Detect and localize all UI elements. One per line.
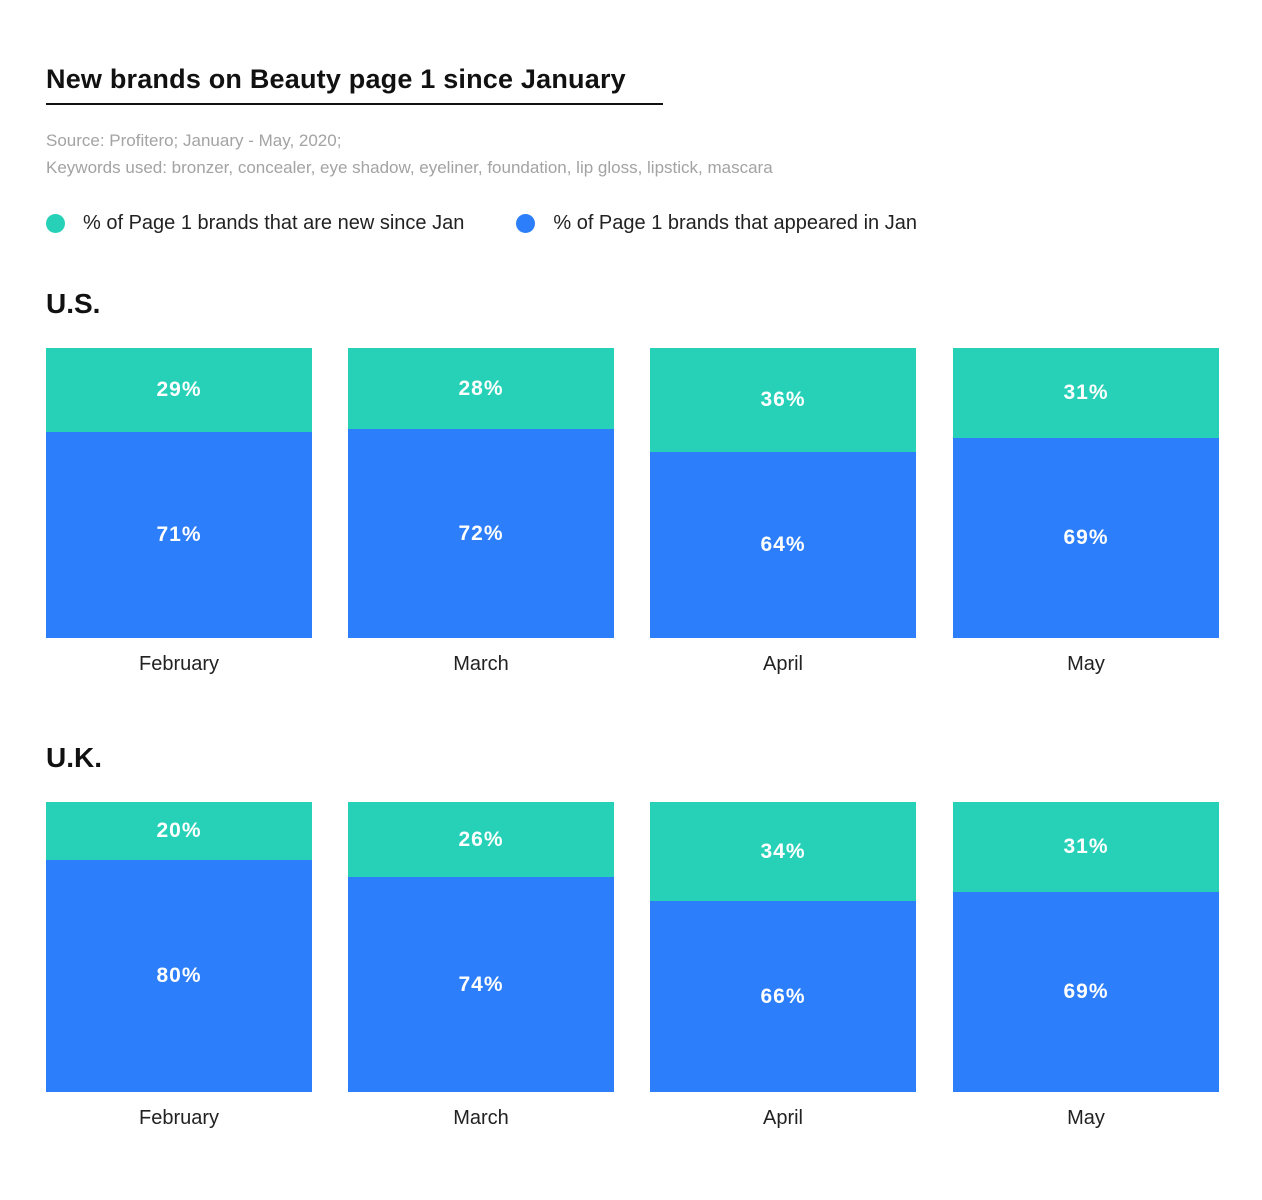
bar-segment-new: 26% <box>348 802 614 877</box>
region-title-uk: U.K. <box>46 742 102 773</box>
region-title-us: U.S. <box>46 288 101 319</box>
bar-segment-appeared: 69% <box>953 892 1219 1092</box>
bar-segment-appeared: 64% <box>650 452 916 638</box>
bar-segment-appeared: 72% <box>348 429 614 638</box>
bar-segment-appeared: 80% <box>46 860 312 1092</box>
bar-segment-new: 34% <box>650 802 916 901</box>
bar-segment-new: 28% <box>348 348 614 429</box>
data-label-new: 28% <box>458 376 504 400</box>
x-tick-label: March <box>453 1107 509 1129</box>
bar-segment-new: 31% <box>953 802 1219 892</box>
legend: % of Page 1 brands that are new since Ja… <box>46 212 969 235</box>
bar-uk-may: 31% 69% <box>953 802 1219 1092</box>
legend-item-new: % of Page 1 brands that are new since Ja… <box>46 212 464 235</box>
data-label-appeared: 74% <box>458 972 504 996</box>
data-label-new: 29% <box>156 378 202 401</box>
bar-segment-new: 20% <box>46 802 312 860</box>
x-tick-label: April <box>762 653 803 675</box>
bar-us-february: 29% 71% <box>46 348 312 638</box>
chart-panel-uk: 20% 80% February 26% 74% March 34% 66% April 31% 6… <box>0 802 1262 1142</box>
data-label-appeared: 71% <box>156 523 202 546</box>
bar-us-march: 28% 72% <box>348 348 614 638</box>
bar-segment-appeared: 71% <box>46 432 312 638</box>
data-label-new: 36% <box>760 388 806 411</box>
x-tick-label: May <box>1067 653 1105 675</box>
bar-segment-appeared: 66% <box>650 901 916 1092</box>
legend-dot-appeared-icon <box>516 214 536 233</box>
data-label-appeared: 80% <box>156 964 202 987</box>
source-line: Source: Profitero; January - May, 2020; <box>46 131 342 150</box>
chart-title-wrap: New brands on Beauty page 1 since Januar… <box>46 64 663 105</box>
bar-segment-appeared: 74% <box>348 877 614 1092</box>
data-label-new: 31% <box>1063 835 1109 858</box>
data-label-new: 20% <box>156 819 202 842</box>
x-tick-label: February <box>138 1107 220 1129</box>
bar-us-may: 31% 69% <box>953 348 1219 638</box>
legend-item-appeared: % of Page 1 brands that appeared in Jan <box>516 212 917 235</box>
legend-dot-new-icon <box>46 214 65 233</box>
bar-uk-march: 26% 74% <box>348 802 614 1092</box>
x-tick-label: April <box>762 1107 803 1129</box>
legend-label-new: % of Page 1 brands that are new since Ja… <box>83 212 465 234</box>
data-label-appeared: 69% <box>1063 526 1109 549</box>
bar-segment-new: 29% <box>46 348 312 432</box>
x-tick-label: March <box>453 653 509 675</box>
legend-label-appeared: % of Page 1 brands that appeared in Jan <box>553 212 917 234</box>
data-label-appeared: 64% <box>760 533 806 556</box>
keywords-line: Keywords used: bronzer, concealer, eye s… <box>46 158 773 177</box>
bar-us-april: 36% 64% <box>650 348 916 638</box>
data-label-appeared: 72% <box>458 521 504 545</box>
chart-panel-us: 29% 71% February 28% 72% March 36% 64% April 31% 6… <box>0 348 1262 688</box>
x-tick-label: February <box>138 653 220 675</box>
chart-title: New brands on Beauty page 1 since Januar… <box>46 64 626 94</box>
data-label-appeared: 69% <box>1063 980 1109 1003</box>
bar-segment-new: 31% <box>953 348 1219 438</box>
data-label-new: 34% <box>760 839 806 863</box>
x-tick-label: May <box>1067 1107 1105 1129</box>
source-note: Source: Profitero; January - May, 2020; … <box>46 127 773 181</box>
data-label-new: 26% <box>458 827 504 851</box>
bar-segment-appeared: 69% <box>953 438 1219 638</box>
bar-uk-april: 34% 66% <box>650 802 916 1092</box>
data-label-appeared: 66% <box>760 984 806 1008</box>
bar-uk-february: 20% 80% <box>46 802 312 1092</box>
bar-segment-new: 36% <box>650 348 916 452</box>
data-label-new: 31% <box>1063 381 1109 404</box>
